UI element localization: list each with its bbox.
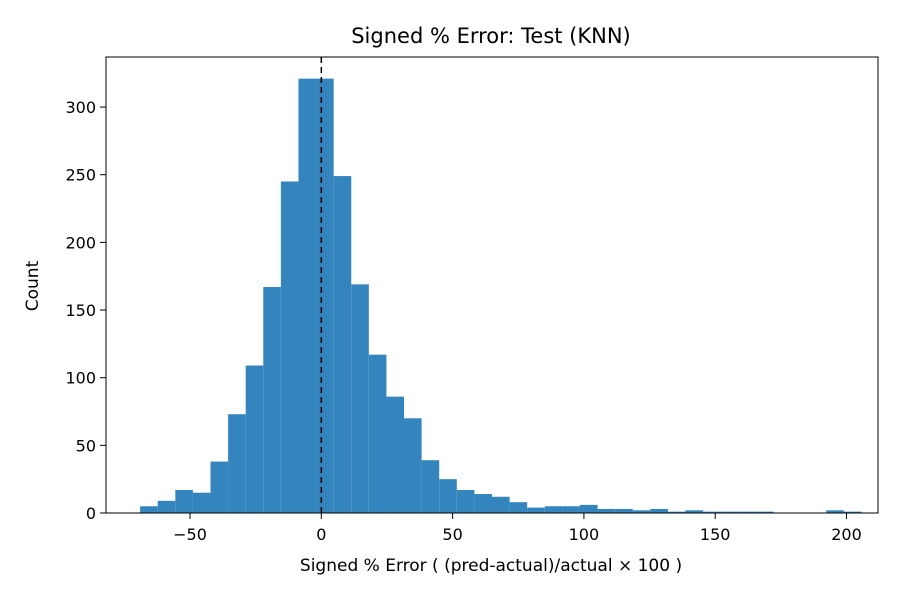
histogram-bar bbox=[228, 414, 246, 513]
x-axis-ticks: −50 0 50 100 150 200 bbox=[173, 513, 862, 544]
histogram-bar bbox=[316, 78, 334, 514]
histogram-bar bbox=[509, 502, 528, 513]
histogram-bar bbox=[650, 508, 668, 513]
plot-area-frame bbox=[105, 56, 879, 514]
histogram-bar bbox=[210, 461, 229, 513]
histogram-bar bbox=[421, 460, 440, 513]
y-tick-label: 150 bbox=[65, 301, 96, 320]
histogram-bar bbox=[843, 511, 862, 513]
histogram-bar bbox=[492, 496, 510, 513]
histogram-bar bbox=[667, 511, 686, 513]
y-tick-label: 300 bbox=[65, 98, 96, 117]
histogram-bar bbox=[175, 489, 193, 513]
x-tick-label: 0 bbox=[316, 525, 326, 544]
histogram-bar bbox=[368, 354, 387, 513]
histogram-bars bbox=[140, 78, 862, 514]
histogram-bar bbox=[685, 510, 704, 513]
x-tick-label: −50 bbox=[173, 525, 207, 544]
y-tick-label: 200 bbox=[65, 233, 96, 252]
x-tick-label: 150 bbox=[700, 525, 731, 544]
y-axis-ticks: 0 50 100 150 200 250 300 bbox=[65, 98, 106, 523]
histogram-bar bbox=[579, 504, 598, 513]
histogram-bar bbox=[140, 506, 158, 513]
histogram-bar bbox=[333, 176, 352, 513]
histogram-bar bbox=[245, 365, 264, 513]
y-tick-label: 250 bbox=[65, 166, 96, 185]
histogram-bar bbox=[597, 508, 616, 513]
y-tick-label: 50 bbox=[76, 436, 96, 455]
histogram-bar bbox=[456, 489, 475, 513]
chart-title: Signed % Error: Test (KNN) bbox=[351, 24, 631, 48]
histogram-bar bbox=[544, 506, 563, 513]
histogram-bar bbox=[386, 396, 405, 513]
x-tick-label: 200 bbox=[831, 525, 862, 544]
x-tick-label: 50 bbox=[442, 525, 462, 544]
y-axis-label: Count bbox=[23, 260, 43, 311]
histogram-bar bbox=[703, 511, 721, 513]
histogram-bar bbox=[632, 510, 651, 513]
histogram-bar bbox=[404, 418, 422, 513]
histogram-bar bbox=[298, 78, 317, 514]
histogram-bar bbox=[527, 507, 545, 513]
histogram-bar bbox=[439, 479, 457, 513]
histogram-bar bbox=[615, 508, 633, 513]
x-axis-label: Signed % Error ( (pred-actual)/actual × … bbox=[300, 556, 682, 576]
histogram-bar bbox=[474, 494, 492, 513]
histogram-bar bbox=[755, 511, 774, 513]
histogram-bar bbox=[826, 510, 844, 513]
histogram-bar bbox=[157, 500, 176, 513]
histogram-bar bbox=[192, 492, 211, 513]
x-tick-label: 100 bbox=[569, 525, 600, 544]
histogram-bar bbox=[720, 511, 739, 513]
histogram-bar bbox=[351, 284, 369, 513]
histogram-bar bbox=[263, 287, 281, 513]
histogram-bar bbox=[280, 181, 299, 514]
histogram-bar bbox=[738, 511, 756, 513]
y-tick-label: 0 bbox=[86, 504, 96, 523]
histogram-bar bbox=[562, 506, 580, 513]
y-tick-label: 100 bbox=[65, 369, 96, 388]
